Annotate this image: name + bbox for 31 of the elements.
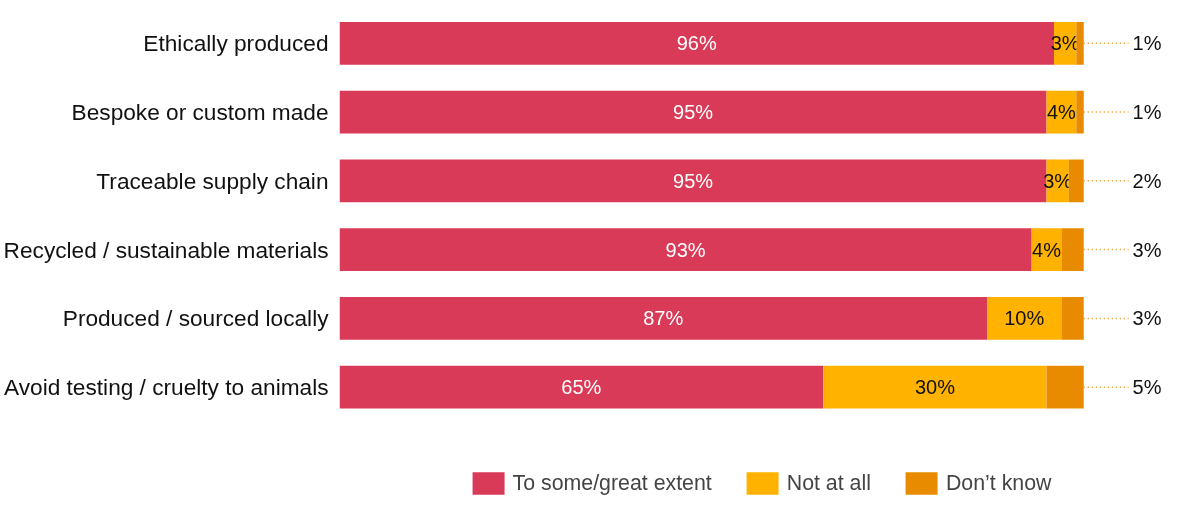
bar bbox=[987, 297, 1062, 340]
data-label: 95% bbox=[673, 101, 714, 124]
data-label: 30% bbox=[914, 376, 956, 399]
legend-label: To some/great extent bbox=[512, 470, 712, 496]
bar bbox=[339, 365, 824, 409]
legend-label: Not at all bbox=[786, 470, 871, 496]
data-label: 5% bbox=[1132, 376, 1162, 399]
legend-label: Don’t know bbox=[945, 470, 1052, 496]
data-label: 4% bbox=[1032, 238, 1062, 261]
y-tick-label: Recycled / sustainable materials bbox=[3, 236, 329, 263]
data-label: 96% bbox=[676, 32, 717, 55]
bar bbox=[339, 297, 987, 340]
bar bbox=[823, 365, 1047, 409]
y-tick-label: Bespoke or custom made bbox=[71, 99, 329, 126]
data-label: 1% bbox=[1132, 32, 1162, 55]
bar bbox=[339, 90, 1047, 134]
data-label: 10% bbox=[1004, 307, 1045, 330]
data-label: 95% bbox=[673, 169, 714, 192]
y-tick-label: Avoid testing / cruelty to animals bbox=[4, 374, 329, 401]
data-label: 1% bbox=[1132, 101, 1162, 124]
y-tick-label: Traceable supply chain bbox=[96, 167, 329, 194]
data-label: 65% bbox=[561, 376, 602, 399]
data-label: 2% bbox=[1132, 169, 1162, 192]
data-label: 93% bbox=[665, 238, 706, 261]
bar bbox=[339, 228, 1032, 271]
data-label: 3% bbox=[1132, 238, 1162, 261]
y-tick-label: Ethically produced bbox=[143, 30, 329, 57]
data-label: 4% bbox=[1046, 101, 1077, 124]
data-label: 3% bbox=[1132, 307, 1162, 330]
y-tick-label: Produced / sourced locally bbox=[62, 305, 330, 332]
data-label: 87% bbox=[643, 307, 684, 330]
